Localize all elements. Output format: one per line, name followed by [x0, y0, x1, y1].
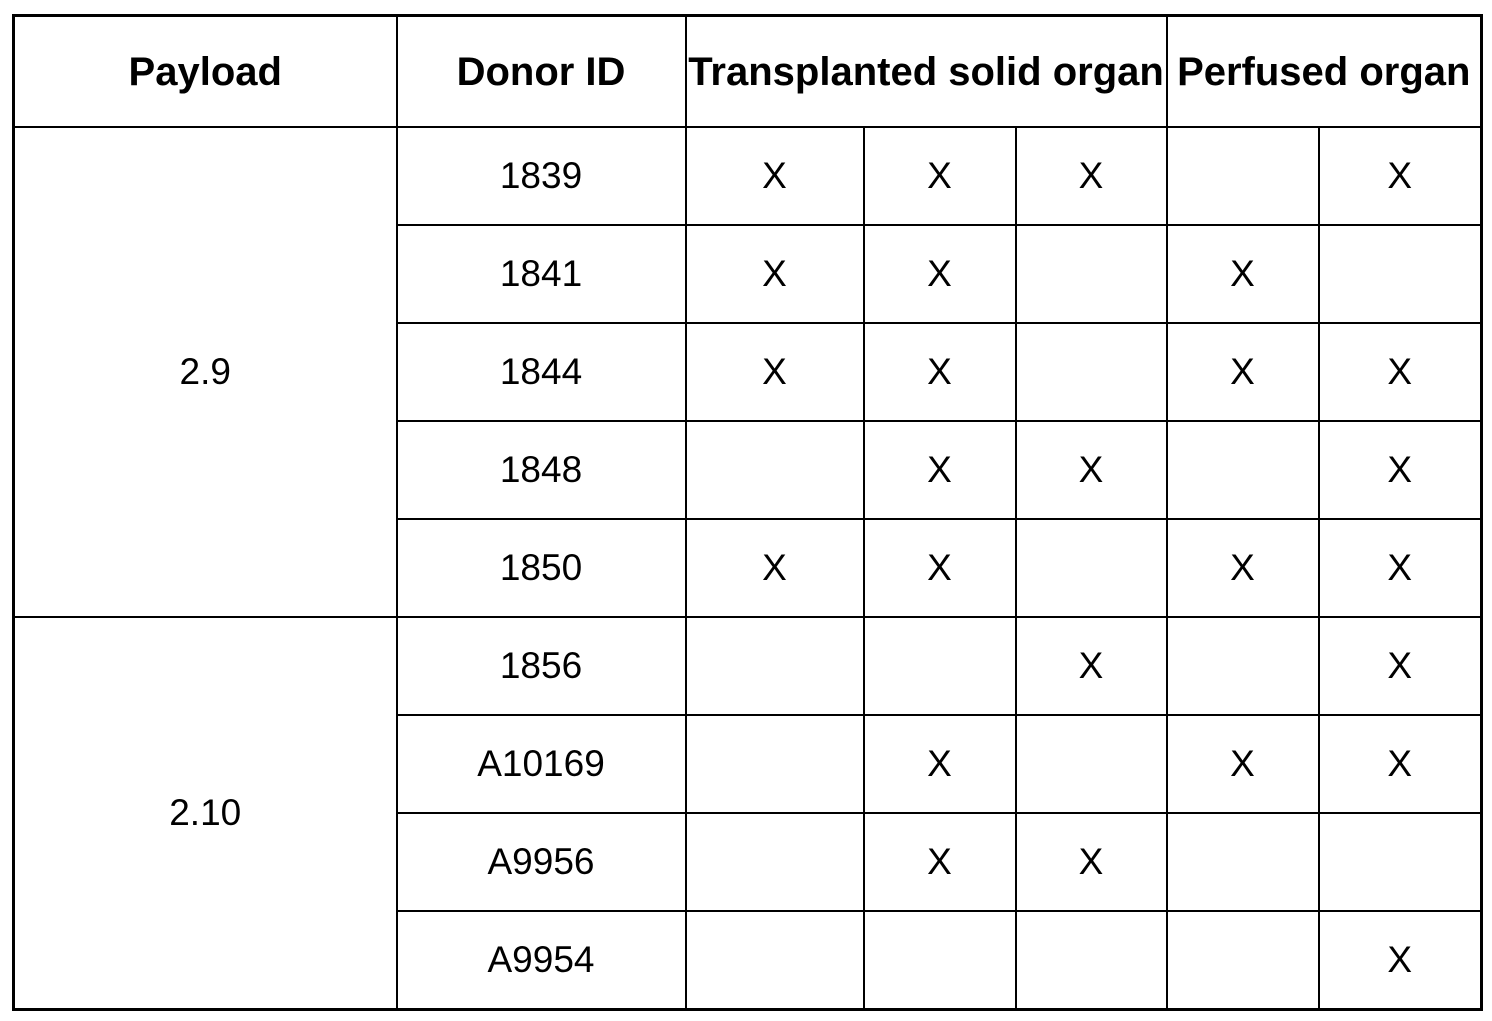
mark-cell [1014, 910, 1168, 1010]
mark-cell [684, 812, 865, 912]
mark-cell: X [1014, 126, 1168, 226]
donor-id-cell: 1841 [395, 224, 687, 324]
mark-cell: X [1165, 322, 1320, 422]
mark-cell [684, 910, 865, 1010]
mark-cell: X [1014, 616, 1168, 716]
mark-cell: X [1317, 616, 1483, 716]
payload-cell: 2.9 [12, 126, 398, 618]
column-header-payload: Payload [12, 14, 398, 128]
donor-id-cell: A10169 [395, 714, 687, 814]
table-row: A9956 X X [14, 812, 1483, 912]
table-row: 2.9 1839 X X X X [12, 126, 1483, 618]
mark-cell [1165, 420, 1320, 520]
mark-cell: X [862, 518, 1017, 618]
mark-cell: X [684, 126, 865, 226]
table-row: 2.10 1856 X X [12, 616, 1483, 1010]
mark-cell [1317, 224, 1483, 324]
table-header-row: Payload Donor ID Transplanted solid orga… [12, 14, 1483, 128]
mark-cell: X [1014, 812, 1168, 912]
table-row: 1844 X X X X [14, 322, 1483, 422]
table-row: A9954 X [14, 910, 1483, 1010]
mark-cell: X [862, 420, 1017, 520]
mark-cell [1014, 714, 1168, 814]
table-row: 1841 X X X [14, 224, 1483, 324]
donor-id-cell: 1844 [395, 322, 687, 422]
mark-cell: X [1317, 322, 1483, 422]
donor-id-cell: 1850 [395, 518, 687, 618]
mark-cell: X [1317, 518, 1483, 618]
mark-cell [684, 420, 865, 520]
mark-cell [862, 616, 1017, 716]
donor-id-cell: A9954 [395, 910, 687, 1010]
mark-cell [1165, 812, 1320, 912]
mark-cell: X [1165, 714, 1320, 814]
mark-cell [1165, 126, 1320, 226]
mark-cell: X [684, 518, 865, 618]
mark-cell [1014, 224, 1168, 324]
mark-cell [862, 910, 1017, 1010]
mark-cell: X [1014, 420, 1168, 520]
mark-cell [1165, 616, 1320, 716]
donor-id-cell: 1839 [395, 126, 687, 226]
mark-cell: X [1165, 518, 1320, 618]
mark-cell: X [1317, 910, 1483, 1010]
mark-cell [1014, 322, 1168, 422]
table-row: 1848 X X X [14, 420, 1483, 520]
mark-cell [1014, 518, 1168, 618]
mark-cell: X [684, 224, 865, 324]
mark-cell: X [862, 224, 1017, 324]
column-header-transplanted-solid-organ: Transplanted solid organ [684, 14, 1168, 128]
mark-cell [1165, 910, 1320, 1010]
table-row: A10169 X X X [14, 714, 1483, 814]
mark-cell [684, 616, 865, 716]
mark-cell: X [862, 322, 1017, 422]
mark-cell: X [862, 714, 1017, 814]
mark-cell: X [862, 812, 1017, 912]
mark-cell [1317, 812, 1483, 912]
donor-id-cell: A9956 [395, 812, 687, 912]
donor-organ-table: Payload Donor ID Transplanted solid orga… [12, 14, 1484, 1011]
mark-cell [684, 714, 865, 814]
table-row: 1850 X X X X [14, 518, 1483, 618]
payload-cell: 2.10 [12, 616, 398, 1010]
column-header-donor-id: Donor ID [395, 14, 687, 128]
mark-cell: X [862, 126, 1017, 226]
donor-id-cell: 1856 [395, 616, 687, 716]
mark-cell: X [1317, 714, 1483, 814]
column-header-perfused-organ: Perfused organ [1165, 14, 1483, 128]
mark-cell: X [1317, 420, 1483, 520]
mark-cell: X [684, 322, 865, 422]
mark-cell: X [1317, 126, 1483, 226]
donor-id-cell: 1848 [395, 420, 687, 520]
mark-cell: X [1165, 224, 1320, 324]
